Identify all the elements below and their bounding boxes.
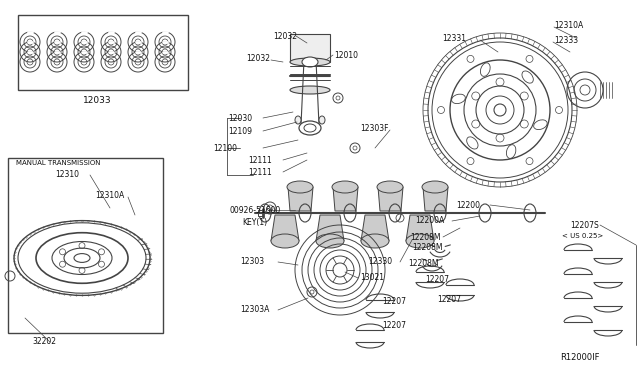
Text: 12208M: 12208M xyxy=(410,232,440,241)
Polygon shape xyxy=(288,187,313,211)
Text: < US 0.25>: < US 0.25> xyxy=(562,233,604,239)
Ellipse shape xyxy=(295,116,301,124)
Text: 12303A: 12303A xyxy=(240,305,269,314)
Bar xyxy=(18,15,188,90)
Ellipse shape xyxy=(406,234,434,248)
Text: 12310A: 12310A xyxy=(554,20,583,29)
Text: 12010: 12010 xyxy=(334,51,358,60)
Text: 12207: 12207 xyxy=(425,276,449,285)
Text: 12303F: 12303F xyxy=(360,124,388,132)
Text: 12207: 12207 xyxy=(382,321,406,330)
Text: 12208M: 12208M xyxy=(408,259,438,267)
Ellipse shape xyxy=(302,57,318,67)
Text: KEY(1): KEY(1) xyxy=(242,218,267,227)
Text: 12032: 12032 xyxy=(273,32,297,41)
Ellipse shape xyxy=(422,181,448,193)
Text: 12032: 12032 xyxy=(246,54,270,62)
Polygon shape xyxy=(378,187,403,211)
Text: 32202: 32202 xyxy=(32,337,56,346)
Ellipse shape xyxy=(377,181,403,193)
Ellipse shape xyxy=(361,234,389,248)
Bar xyxy=(290,34,330,62)
Text: 12331: 12331 xyxy=(442,33,466,42)
Text: 12111: 12111 xyxy=(248,155,272,164)
Text: 12207S: 12207S xyxy=(570,221,599,230)
Text: 12200A: 12200A xyxy=(415,215,444,224)
Text: 12111: 12111 xyxy=(248,167,272,176)
Polygon shape xyxy=(423,187,448,211)
Text: 12100: 12100 xyxy=(213,144,237,153)
Polygon shape xyxy=(333,187,358,211)
Text: MANUAL TRANSMISSION: MANUAL TRANSMISSION xyxy=(16,160,100,166)
Text: 12310: 12310 xyxy=(55,170,79,179)
Text: 00926-51600: 00926-51600 xyxy=(230,205,281,215)
Text: 12333: 12333 xyxy=(554,35,578,45)
Text: 12109: 12109 xyxy=(228,126,252,135)
Text: 12208M: 12208M xyxy=(412,243,442,251)
Ellipse shape xyxy=(271,234,299,248)
Bar xyxy=(258,210,263,216)
Ellipse shape xyxy=(332,181,358,193)
Text: 12303: 12303 xyxy=(240,257,264,266)
Text: 12030: 12030 xyxy=(228,113,252,122)
Ellipse shape xyxy=(287,181,313,193)
Ellipse shape xyxy=(290,86,330,94)
Text: 12033: 12033 xyxy=(83,96,111,105)
Polygon shape xyxy=(361,215,389,241)
Bar xyxy=(8,158,163,333)
Ellipse shape xyxy=(299,121,321,135)
Polygon shape xyxy=(316,215,344,241)
Polygon shape xyxy=(271,215,299,241)
Ellipse shape xyxy=(319,116,325,124)
Ellipse shape xyxy=(304,124,316,132)
Polygon shape xyxy=(406,215,434,241)
Text: 12207: 12207 xyxy=(437,295,461,305)
Ellipse shape xyxy=(290,58,330,66)
Text: 12330: 12330 xyxy=(368,257,392,266)
Text: 12207: 12207 xyxy=(382,298,406,307)
Ellipse shape xyxy=(316,234,344,248)
Text: 12200: 12200 xyxy=(456,201,480,209)
Text: 13021: 13021 xyxy=(360,273,384,282)
Text: R12000IF: R12000IF xyxy=(560,353,600,362)
Text: 12310A: 12310A xyxy=(95,190,124,199)
